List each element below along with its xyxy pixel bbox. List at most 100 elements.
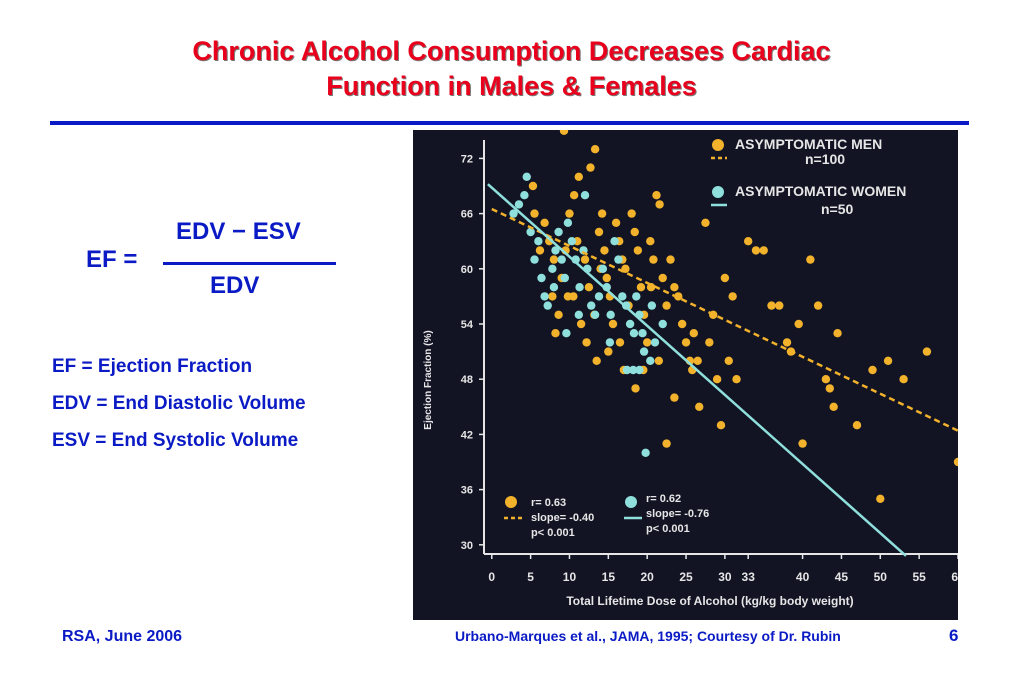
- men-point: [652, 191, 661, 200]
- definition-edv: EDV = End Diastolic Volume: [52, 393, 306, 414]
- men-point: [743, 237, 753, 246]
- women-point: [639, 347, 649, 356]
- men-point: [548, 292, 557, 301]
- women-point: [543, 301, 552, 310]
- x-tick-label: 25: [679, 570, 693, 584]
- stats-men-r: r= 0.63: [531, 497, 566, 509]
- women-point: [606, 310, 615, 319]
- women-point: [522, 172, 531, 181]
- women-point: [567, 237, 577, 246]
- men-point: [580, 255, 590, 264]
- x-tick-label: 20: [641, 570, 655, 584]
- formula-lhs: EF =: [86, 246, 138, 273]
- x-tick-label: 60: [951, 570, 958, 584]
- y-tick-label: 36: [461, 485, 473, 497]
- men-point: [662, 301, 671, 310]
- men-point: [794, 319, 803, 329]
- women-regression-line: [487, 183, 907, 557]
- men-point: [611, 218, 621, 227]
- chart-legend: ASYMPTOMATIC MEN n=100 ASYMPTOMATIC WOME…: [711, 136, 906, 217]
- men-point: [670, 393, 679, 402]
- men-point: [565, 209, 574, 218]
- men-point: [716, 421, 726, 430]
- men-point: [551, 329, 560, 338]
- y-tick-label: 66: [461, 209, 473, 221]
- definition-ef: EF = Ejection Fraction: [52, 356, 253, 377]
- men-point: [646, 237, 655, 246]
- men-point: [590, 145, 600, 154]
- legend-women-label: ASYMPTOMATIC WOMEN: [735, 183, 906, 199]
- x-tick-label: 50: [874, 570, 888, 584]
- x-tick-label: 55: [912, 570, 926, 584]
- title-line-1: Chronic Alcohol Consumption Decreases Ca…: [192, 36, 831, 66]
- men-point: [535, 246, 545, 255]
- footer-citation: Urbano-Marques et al., JAMA, 1995; Court…: [455, 628, 841, 644]
- men-point: [662, 439, 671, 448]
- chart-axes: Ejection Fraction (%) Total Lifetime Dos…: [423, 140, 958, 608]
- women-point: [587, 301, 596, 310]
- men-point: [636, 283, 646, 292]
- definition-esv: ESV = End Systolic Volume: [52, 430, 299, 451]
- legend-women-n: n=50: [821, 201, 854, 217]
- women-point: [598, 264, 608, 273]
- x-tick-label: 0: [488, 570, 495, 584]
- men-point: [633, 246, 643, 255]
- men-point: [582, 338, 591, 347]
- y-axis-label: Ejection Fraction (%): [423, 330, 434, 429]
- men-point: [608, 319, 618, 329]
- women-point: [638, 329, 647, 338]
- men-point: [868, 365, 877, 375]
- x-tick-label: 40: [796, 570, 810, 584]
- men-point: [701, 218, 710, 227]
- x-tick-label: 30: [718, 570, 732, 584]
- stats-women-marker: [625, 496, 637, 508]
- men-point: [602, 273, 611, 283]
- women-point: [629, 329, 639, 338]
- men-point: [604, 347, 613, 356]
- legend-men-marker: [712, 139, 724, 151]
- regression-stats: r= 0.63 slope= -0.40 p< 0.001 r= 0.62 sl…: [504, 493, 709, 539]
- men-point: [615, 338, 625, 347]
- women-point: [549, 283, 559, 292]
- men-point: [677, 319, 687, 329]
- men-point: [554, 310, 563, 319]
- women-point: [520, 191, 529, 200]
- y-tick-label: 60: [461, 264, 473, 276]
- men-point: [833, 329, 842, 338]
- legend-men-n: n=100: [805, 151, 845, 167]
- women-point: [540, 292, 549, 301]
- x-tick-label: 15: [602, 570, 616, 584]
- men-regression-line: [491, 207, 967, 436]
- men-point: [953, 457, 963, 467]
- men-point: [658, 273, 667, 283]
- women-point: [560, 273, 570, 283]
- men-point: [655, 200, 664, 209]
- women-point: [605, 338, 615, 347]
- scatter-chart: Ejection Fraction (%) Total Lifetime Dos…: [423, 126, 967, 608]
- women-point: [641, 448, 650, 457]
- women-point: [594, 292, 604, 301]
- men-point: [681, 338, 691, 347]
- stats-men-marker: [505, 496, 517, 508]
- stats-women-slope: slope= -0.76: [646, 508, 709, 520]
- men-point: [821, 375, 831, 384]
- legend-women-marker: [712, 186, 724, 198]
- women-point: [514, 200, 524, 209]
- men-point: [798, 439, 807, 448]
- women-point: [537, 273, 546, 283]
- men-point: [569, 191, 579, 200]
- men-point: [689, 329, 699, 338]
- y-tick-label: 42: [461, 429, 473, 441]
- women-point: [554, 227, 563, 237]
- men-point: [631, 384, 640, 393]
- definitions-list: EF = Ejection Fraction EDV = End Diastol…: [52, 354, 306, 465]
- formula-numerator: EDV − ESV: [176, 218, 301, 245]
- stats-women-p: p< 0.001: [646, 523, 690, 535]
- men-point: [594, 227, 604, 237]
- men-point: [899, 375, 908, 384]
- men-point: [732, 375, 741, 384]
- women-point: [551, 246, 560, 255]
- men-point: [759, 246, 768, 255]
- men-point: [922, 347, 932, 356]
- legend-men-label: ASYMPTOMATIC MEN: [735, 136, 882, 152]
